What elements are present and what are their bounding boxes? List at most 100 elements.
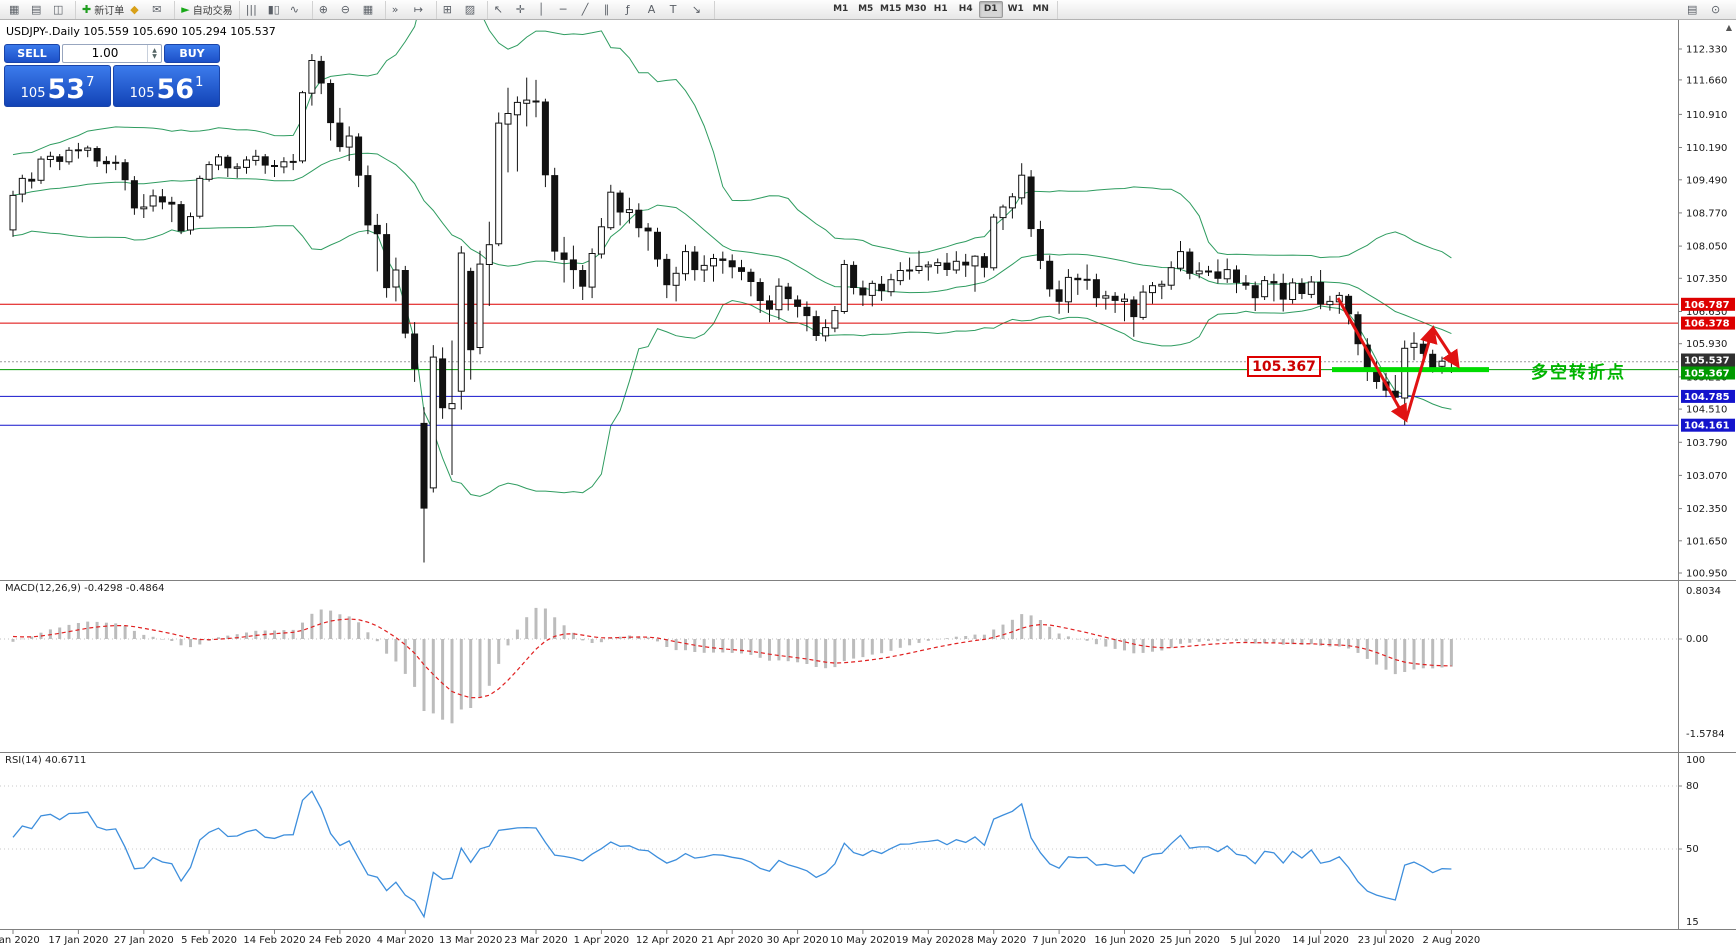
indicators-icon: ⊞ bbox=[442, 3, 452, 16]
svg-text:80: 80 bbox=[1686, 781, 1699, 792]
bollinger-lower bbox=[12, 225, 1452, 497]
timeframe-m5-button[interactable]: M5 bbox=[858, 4, 874, 14]
timeframe-mn-button[interactable]: MN bbox=[1032, 4, 1049, 14]
new-order-button[interactable]: ✚ 新订单 bbox=[80, 2, 126, 18]
text-button[interactable]: A bbox=[646, 2, 666, 18]
grid-button[interactable]: ▦ bbox=[361, 2, 381, 18]
candles bbox=[9, 54, 1455, 563]
svg-text:100.950: 100.950 bbox=[1686, 569, 1727, 580]
pivot-note-text[interactable]: 多空转折点 bbox=[1531, 363, 1626, 383]
svg-text:108.050: 108.050 bbox=[1686, 242, 1727, 253]
fibonacci-icon: ƒ bbox=[625, 3, 630, 16]
buy-price-pip: 1 bbox=[195, 75, 204, 90]
alerts-button[interactable]: ◆ bbox=[128, 2, 148, 18]
new-chart-button[interactable]: ▦ bbox=[7, 2, 27, 18]
zoom-out-button[interactable]: ⊖ bbox=[339, 2, 359, 18]
timeframe-h1-button[interactable]: H1 bbox=[933, 4, 948, 14]
window-tile-button[interactable]: ◫ bbox=[51, 2, 71, 18]
svg-text:110.190: 110.190 bbox=[1686, 143, 1727, 154]
timeframe-d1-button[interactable]: D1 bbox=[978, 1, 1003, 18]
sell-button[interactable]: SELL bbox=[4, 44, 60, 63]
svg-text:105.930: 105.930 bbox=[1686, 339, 1727, 350]
svg-text:16 Jun 2020: 16 Jun 2020 bbox=[1094, 935, 1154, 946]
buy-button[interactable]: BUY bbox=[164, 44, 220, 63]
svg-text:7 Jun 2020: 7 Jun 2020 bbox=[1032, 935, 1086, 946]
svg-text:50: 50 bbox=[1686, 844, 1699, 855]
bar-chart-icon: ||| bbox=[245, 3, 257, 16]
mailbox-button[interactable]: ✉ bbox=[150, 2, 170, 18]
autotrading-icon: ► bbox=[181, 3, 190, 16]
chart-profiles-button[interactable]: ▤ bbox=[29, 2, 49, 18]
candlestick-chart-button[interactable]: ▮▯ bbox=[266, 2, 286, 18]
macd-pane bbox=[0, 607, 1678, 724]
svg-text:106.378: 106.378 bbox=[1684, 319, 1730, 330]
svg-text:111.660: 111.660 bbox=[1686, 75, 1727, 86]
zoom-in-button[interactable]: ⊕ bbox=[317, 2, 337, 18]
svg-text:109.490: 109.490 bbox=[1686, 175, 1727, 186]
search-button[interactable]: ⊙ bbox=[1709, 2, 1729, 18]
buy-price-big: 56 bbox=[156, 73, 195, 105]
axis-scroll-up-icon[interactable]: ▲ bbox=[1725, 23, 1732, 32]
vertical-line-button[interactable]: │ bbox=[536, 2, 556, 18]
auto-scroll-icon: » bbox=[391, 3, 399, 16]
new-order-label: 新订单 bbox=[94, 6, 125, 17]
trend-arrows[interactable] bbox=[1336, 297, 1460, 423]
svg-text:14 Jul 2020: 14 Jul 2020 bbox=[1292, 935, 1349, 946]
cursor-button[interactable]: ↖ bbox=[492, 2, 512, 18]
search-icon: ⊙ bbox=[1711, 3, 1721, 16]
lot-size-input[interactable]: 1.00 ▲ ▼ bbox=[62, 44, 162, 63]
fibonacci-button[interactable]: ƒ bbox=[624, 2, 644, 18]
indicators-button[interactable]: ⊞ bbox=[441, 2, 461, 18]
buy-price-button[interactable]: 105 56 1 bbox=[113, 65, 220, 107]
chart-shift-button[interactable]: ↦ bbox=[412, 2, 432, 18]
svg-text:110.910: 110.910 bbox=[1686, 110, 1727, 121]
svg-text:15: 15 bbox=[1686, 917, 1699, 928]
spinner-up-icon[interactable]: ▲ bbox=[152, 46, 157, 54]
timeframe-m1-button[interactable]: M1 bbox=[833, 4, 849, 14]
svg-text:104.161: 104.161 bbox=[1684, 421, 1730, 432]
svg-text:103.790: 103.790 bbox=[1686, 438, 1727, 449]
pivot-price-label[interactable]: 105.367 bbox=[1247, 356, 1321, 377]
line-chart-icon: ∿ bbox=[289, 3, 299, 16]
templates-button[interactable]: ▨ bbox=[463, 2, 483, 18]
text-label-icon: T bbox=[669, 3, 677, 16]
time-axis[interactable]: 8 Jan 2020 17 Jan 2020 27 Jan 2020 5 Feb 20… bbox=[0, 930, 1480, 946]
timeframe-m30-button[interactable]: M30 bbox=[904, 4, 927, 14]
lot-spinner[interactable]: ▲ ▼ bbox=[147, 45, 161, 62]
trendline-button[interactable]: ╱ bbox=[580, 2, 600, 18]
toolbar: ▦ ▤ ◫ ✚ 新订单 ◆ ✉ ► 自动交易 ||| ▮▯ ∿ ⊕ ⊖ ▦» ↦ ⊞ ▨ ↖ ✛ │ ─ ╱ ∥ ƒ A T ↘ M1 M… bbox=[0, 0, 1736, 20]
text-label-button[interactable]: T bbox=[668, 2, 688, 18]
rsi-axis: 100 80 50 15 bbox=[1678, 755, 1705, 928]
svg-text:30 Apr 2020: 30 Apr 2020 bbox=[767, 935, 829, 946]
horizontal-line-button[interactable]: ─ bbox=[558, 2, 578, 18]
horizontal-lines[interactable] bbox=[0, 303, 1678, 426]
timeframe-w1-button[interactable]: W1 bbox=[1007, 4, 1024, 14]
svg-text:4 Mar 2020: 4 Mar 2020 bbox=[377, 935, 434, 946]
chart-shift-icon: ↦ bbox=[413, 3, 423, 16]
timeframe-h4-button[interactable]: H4 bbox=[958, 4, 973, 14]
print-button[interactable]: ▤ bbox=[1685, 2, 1705, 18]
pane-separators[interactable] bbox=[0, 20, 1736, 930]
timeframe-group: M1 M5 M15 M30 H1 H4 D1 W1 MN bbox=[825, 0, 1058, 19]
trendline-icon: ╱ bbox=[581, 3, 589, 16]
crosshair-button[interactable]: ✛ bbox=[514, 2, 534, 18]
channel-button[interactable]: ∥ bbox=[602, 2, 622, 18]
auto-scroll-button[interactable]: » bbox=[390, 2, 410, 18]
svg-text:104.785: 104.785 bbox=[1684, 392, 1730, 403]
bar-chart-button[interactable]: ||| bbox=[244, 2, 264, 18]
autotrading-button[interactable]: ► 自动交易 bbox=[179, 2, 234, 18]
sell-price-button[interactable]: 105 53 7 bbox=[4, 65, 111, 107]
svg-text:108.770: 108.770 bbox=[1686, 208, 1727, 219]
window-tile-icon: ◫ bbox=[53, 3, 64, 16]
new-chart-icon: ▦ bbox=[9, 3, 20, 16]
timeframe-m15-button[interactable]: M15 bbox=[879, 4, 902, 14]
price-axis[interactable]: 112.330 111.660 110.910 110.190 109.490 108.7… bbox=[1678, 45, 1735, 580]
sell-price-prefix: 105 bbox=[20, 85, 46, 101]
rsi-line bbox=[12, 790, 1452, 919]
svg-text:2 Aug 2020: 2 Aug 2020 bbox=[1423, 935, 1481, 946]
arrows-tool-button[interactable]: ↘ bbox=[690, 2, 710, 18]
spinner-down-icon[interactable]: ▼ bbox=[152, 52, 157, 60]
line-chart-button[interactable]: ∿ bbox=[288, 2, 308, 18]
crosshair-icon: ✛ bbox=[515, 3, 525, 16]
